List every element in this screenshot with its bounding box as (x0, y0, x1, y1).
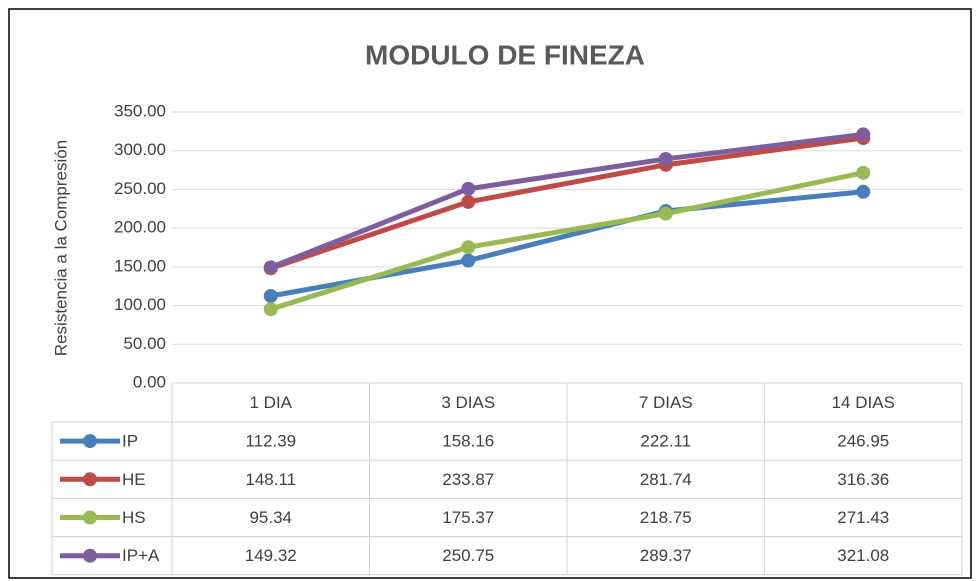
legend-marker (83, 472, 97, 487)
table-value: 222.11 (640, 432, 691, 451)
table-value: 218.75 (640, 508, 692, 527)
x-tick-label: 1 DIA (249, 393, 292, 412)
data-point (856, 165, 871, 180)
data-point (461, 240, 476, 255)
y-tick-label: 50.00 (123, 334, 166, 353)
data-point (856, 127, 871, 142)
chart-title: MODULO DE FINEZA (365, 39, 645, 70)
table-value: 95.34 (249, 508, 292, 527)
legend-marker (83, 434, 97, 449)
table-value: 289.37 (640, 546, 692, 565)
table-value: 148.11 (245, 470, 296, 489)
y-tick-label: 200.00 (114, 218, 166, 237)
legend-marker (83, 548, 97, 563)
series-line (269, 131, 864, 270)
table-value: 281.74 (640, 470, 692, 489)
legend-label: IP+A (122, 546, 160, 565)
table-value: 233.87 (442, 470, 494, 489)
data-point (263, 260, 278, 275)
table-value: 112.39 (245, 432, 296, 451)
table-value: 321.08 (837, 546, 889, 565)
y-tick-label: 0.00 (133, 372, 166, 391)
y-tick-label: 300.00 (114, 140, 166, 159)
data-point (461, 181, 476, 196)
data-point (263, 288, 278, 303)
y-axis-label: Resistencia a la Compresión (51, 140, 70, 356)
data-point (263, 302, 278, 317)
chart-border (8, 8, 972, 579)
table-value: 246.95 (837, 432, 889, 451)
legend-label: HE (122, 470, 146, 489)
y-tick-label: 100.00 (114, 295, 166, 314)
x-tick-label: 3 DIAS (441, 393, 495, 412)
legend-label: HS (122, 508, 146, 527)
data-point (658, 151, 673, 166)
table-value: 316.36 (837, 470, 889, 489)
legend-marker (83, 510, 97, 525)
table-value: 175.37 (442, 508, 494, 527)
y-tick-label: 250.00 (114, 179, 166, 198)
x-tick-label: 14 DIAS (832, 393, 895, 412)
y-tick-label: 150.00 (114, 256, 166, 275)
data-point (461, 253, 476, 268)
x-tick-label: 7 DIAS (639, 393, 693, 412)
table-value: 271.43 (837, 508, 889, 527)
table-value: 158.16 (442, 432, 494, 451)
series-line (269, 135, 864, 271)
data-point (461, 194, 476, 209)
table-value: 149.32 (245, 546, 297, 565)
series-line (270, 170, 864, 312)
legend-label: IP (122, 432, 138, 451)
data-point (658, 206, 673, 221)
data-point (856, 184, 871, 199)
y-tick-label: 350.00 (114, 101, 166, 120)
table-value: 250.75 (442, 546, 494, 565)
